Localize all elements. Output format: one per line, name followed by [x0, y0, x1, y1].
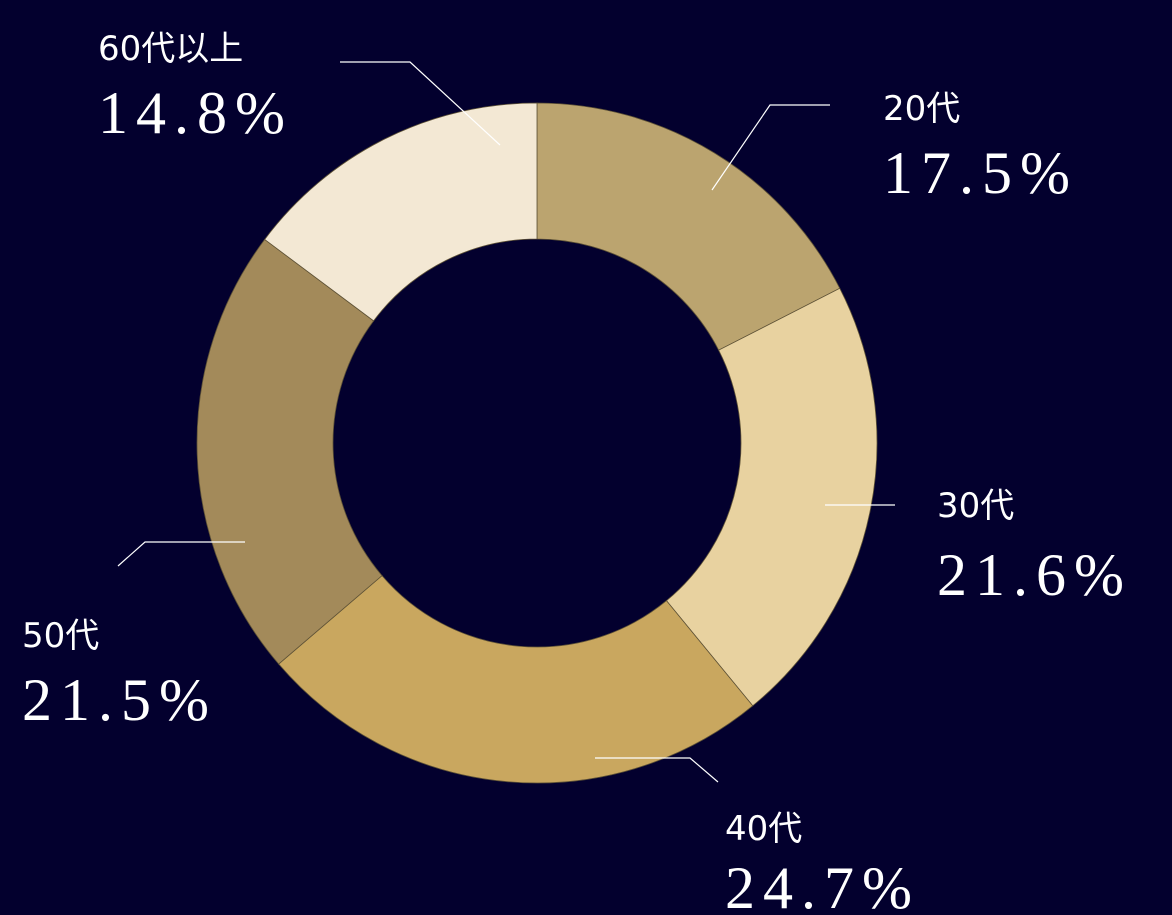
category-label: 40代 — [725, 809, 802, 849]
leader-line — [595, 757, 719, 783]
value-label: 24.7% — [725, 855, 920, 915]
value-label: 21.6% — [937, 542, 1132, 608]
category-label: 20代 — [883, 89, 960, 129]
category-label: 50代 — [22, 616, 99, 656]
donut-segment — [536, 102, 841, 351]
donut-segment — [264, 102, 538, 322]
value-label: 21.5% — [22, 667, 217, 733]
category-label: 60代以上 — [98, 29, 243, 69]
value-label: 14.8% — [98, 80, 293, 146]
donut-segment — [196, 238, 383, 665]
leader-line — [340, 61, 501, 146]
leader-line — [117, 541, 245, 567]
donut-segment — [278, 575, 754, 784]
donut-segment — [665, 287, 878, 707]
leader-line — [711, 104, 830, 191]
value-label: 17.5% — [883, 140, 1078, 206]
category-label: 30代 — [937, 486, 1014, 526]
